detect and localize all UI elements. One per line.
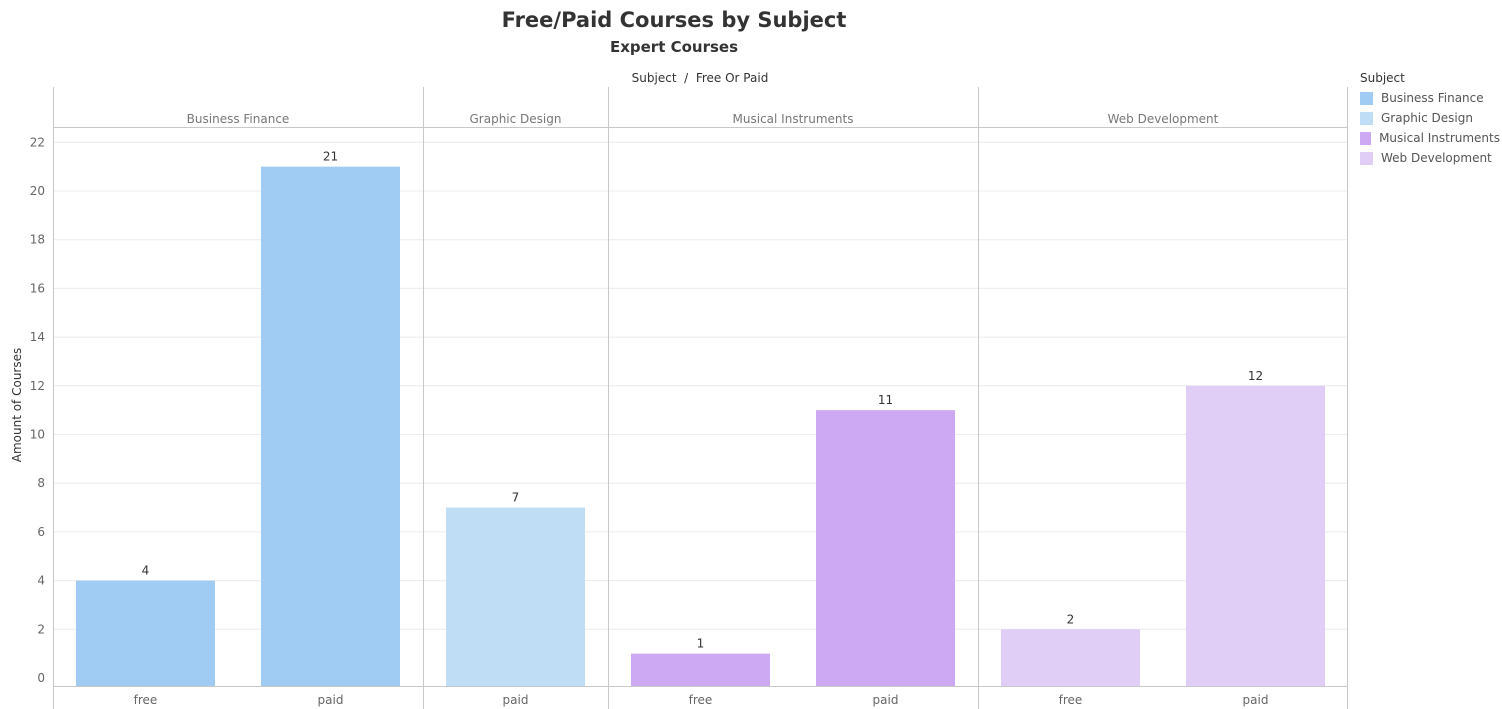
legend-swatch xyxy=(1360,111,1373,125)
y-tick-label: 10 xyxy=(30,428,45,442)
x-tick-label: paid xyxy=(873,693,899,707)
data-label: 12 xyxy=(1248,369,1263,383)
data-label: 1 xyxy=(697,637,705,651)
bar-web-development-free xyxy=(1001,629,1140,686)
bar-business-finance-paid xyxy=(261,166,400,686)
legend-label: Business Finance xyxy=(1381,91,1484,105)
x-tick-label: free xyxy=(689,693,713,707)
y-tick-label: 18 xyxy=(30,233,45,247)
legend-title: Subject xyxy=(1360,71,1405,85)
y-tick-label: 12 xyxy=(30,379,45,393)
data-label: 4 xyxy=(142,564,150,578)
x-tick-label: free xyxy=(134,693,158,707)
data-label: 11 xyxy=(878,393,893,407)
y-tick-label: 16 xyxy=(30,281,45,295)
legend-item-graphic-design[interactable]: Graphic Design xyxy=(1360,108,1500,128)
legend-swatch xyxy=(1360,91,1373,105)
panel-header-business-finance: Business Finance xyxy=(187,112,290,126)
panel-header-web-development: Web Development xyxy=(1108,112,1219,126)
chart-subtitle: Expert Courses xyxy=(609,38,739,56)
legend-item-musical-instruments[interactable]: Musical Instruments xyxy=(1360,128,1500,148)
column-header: Subject / Free Or Paid xyxy=(632,71,769,85)
data-label: 2 xyxy=(1067,612,1075,626)
legend-label: Graphic Design xyxy=(1381,111,1473,125)
bar-musical-instruments-paid xyxy=(816,410,955,686)
data-label: 21 xyxy=(323,150,338,164)
x-tick-label: free xyxy=(1059,693,1083,707)
y-tick-label: 8 xyxy=(37,476,45,490)
panel-header-musical-instruments: Musical Instruments xyxy=(733,112,854,126)
x-tick-label: paid xyxy=(503,693,529,707)
y-tick-label: 20 xyxy=(30,184,45,198)
chart-title: Free/Paid Courses by Subject xyxy=(501,8,847,32)
panel-header-graphic-design: Graphic Design xyxy=(470,112,562,126)
x-tick-label: paid xyxy=(1243,693,1269,707)
y-tick-label: 2 xyxy=(37,622,45,636)
legend-swatch xyxy=(1360,131,1372,145)
legend-item-business-finance[interactable]: Business Finance xyxy=(1360,88,1500,108)
legend-label: Musical Instruments xyxy=(1379,131,1500,145)
bar-graphic-design-paid xyxy=(446,507,585,686)
legend-item-web-development[interactable]: Web Development xyxy=(1360,148,1500,168)
y-tick-label: 6 xyxy=(37,525,45,539)
bar-web-development-paid xyxy=(1186,385,1325,686)
legend: Subject Business Finance Graphic Design Mu… xyxy=(1360,71,1500,168)
y-axis-label: Amount of Courses xyxy=(10,348,24,463)
x-tick-label: paid xyxy=(318,693,344,707)
y-tick-label: 0 xyxy=(37,671,45,685)
y-tick-label: 22 xyxy=(30,135,45,149)
data-label: 7 xyxy=(512,491,520,505)
y-tick-label: 14 xyxy=(30,330,45,344)
y-tick-label: 4 xyxy=(37,574,45,588)
bar-business-finance-free xyxy=(76,580,215,686)
bar-musical-instruments-free xyxy=(631,653,770,686)
legend-swatch xyxy=(1360,151,1373,165)
legend-label: Web Development xyxy=(1381,151,1492,165)
